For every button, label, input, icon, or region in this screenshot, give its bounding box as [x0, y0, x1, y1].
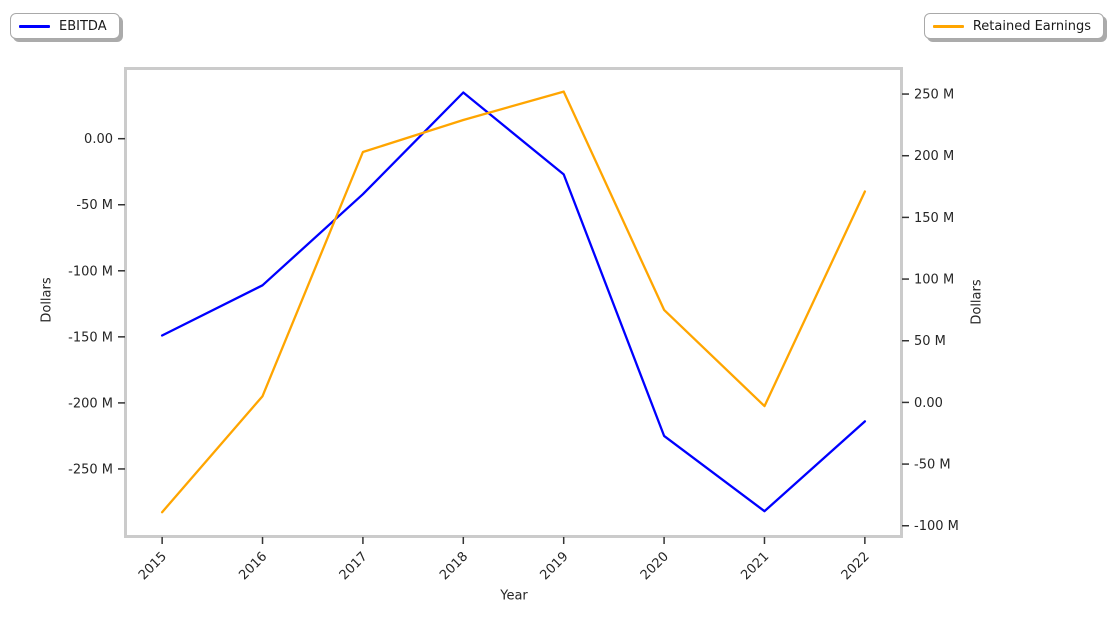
left-y-tick-label: -250 M	[68, 462, 113, 477]
x-tick-label: 2021	[738, 549, 772, 583]
plot-frame	[124, 67, 903, 538]
left-y-tick-label: -200 M	[68, 396, 113, 411]
left-y-axis-label: Dollars	[39, 277, 55, 323]
x-tick-label: 2015	[136, 549, 170, 583]
right-y-tick-label: 200 M	[914, 149, 954, 164]
right-y-axis-label: Dollars	[969, 279, 985, 325]
x-tick-label: 2016	[236, 549, 270, 583]
right-y-tick-label: 0.00	[914, 396, 943, 411]
left-y-tick-label: -100 M	[68, 264, 113, 279]
left-y-tick-label: -150 M	[68, 330, 113, 345]
right-y-tick-label: -50 M	[914, 458, 951, 473]
retained-earnings-legend-line-icon	[932, 24, 964, 28]
right-y-tick-label: 150 M	[914, 211, 954, 226]
legend-ebitda: EBITDA	[10, 13, 120, 39]
right-y-tick-label: 100 M	[914, 273, 954, 288]
left-y-tick-label: 0.00	[84, 132, 113, 147]
right-y-tick-label: 250 M	[914, 88, 954, 103]
ebitda-legend-label: EBITDA	[59, 18, 107, 34]
x-axis-label: Year	[500, 588, 528, 604]
x-tick-label: 2022	[839, 549, 873, 583]
plot-area	[127, 70, 900, 535]
x-tick-label: 2018	[437, 549, 471, 583]
left-y-tick-label: -50 M	[76, 198, 113, 213]
ebitda-legend-line-icon	[19, 24, 50, 28]
x-tick-label: 2019	[538, 549, 572, 583]
series-line-retained-earnings	[160, 90, 867, 514]
retained-earnings-legend-label: Retained Earnings	[972, 18, 1091, 34]
x-tick-label: 2020	[638, 549, 672, 583]
right-y-tick-label: 50 M	[914, 334, 946, 349]
legend-retained-earnings: Retained Earnings	[923, 13, 1104, 39]
x-tick-label: 2017	[337, 549, 371, 583]
series-line-ebitda	[160, 91, 867, 513]
right-y-tick-label: -100 M	[914, 519, 959, 534]
